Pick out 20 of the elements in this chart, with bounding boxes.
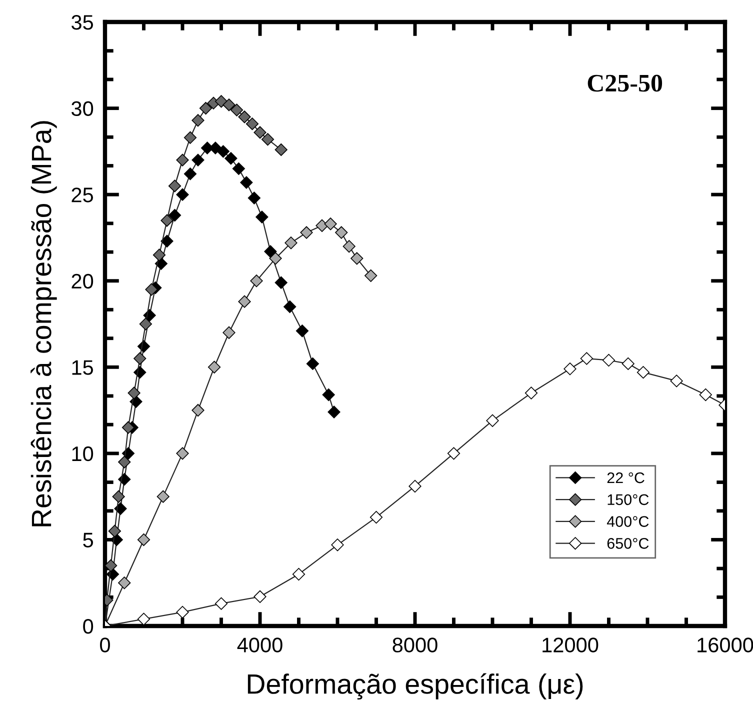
y-tick-label: 15 <box>72 360 94 375</box>
legend-label: 400°C <box>606 516 649 527</box>
legend-label: 150°C <box>608 494 649 506</box>
x-axis-title: Deformação específica (με) <box>248 673 583 700</box>
y-tick-label: 20 <box>72 274 94 289</box>
annotation: C25-50 <box>588 74 662 92</box>
y-tick-label: 35 <box>72 15 94 30</box>
y-tick-label: 5 <box>83 532 94 548</box>
y-tick-label: 0 <box>83 619 94 634</box>
x-tick-label: 8000 <box>392 638 438 652</box>
legend-label: 650°C <box>607 538 649 549</box>
x-tick-label: 0 <box>100 638 110 652</box>
y-tick-label: 25 <box>72 188 94 202</box>
y-tick-label: 30 <box>72 101 94 116</box>
legend-label: 22 °C <box>607 472 644 484</box>
x-tick-label: 4000 <box>237 638 282 652</box>
x-tick-label: 12000 <box>542 638 598 652</box>
y-axis-title: Resistência à compressão (MPa) <box>30 121 57 526</box>
x-tick-label: 16000 <box>698 638 753 652</box>
y-tick-label: 10 <box>72 446 94 462</box>
